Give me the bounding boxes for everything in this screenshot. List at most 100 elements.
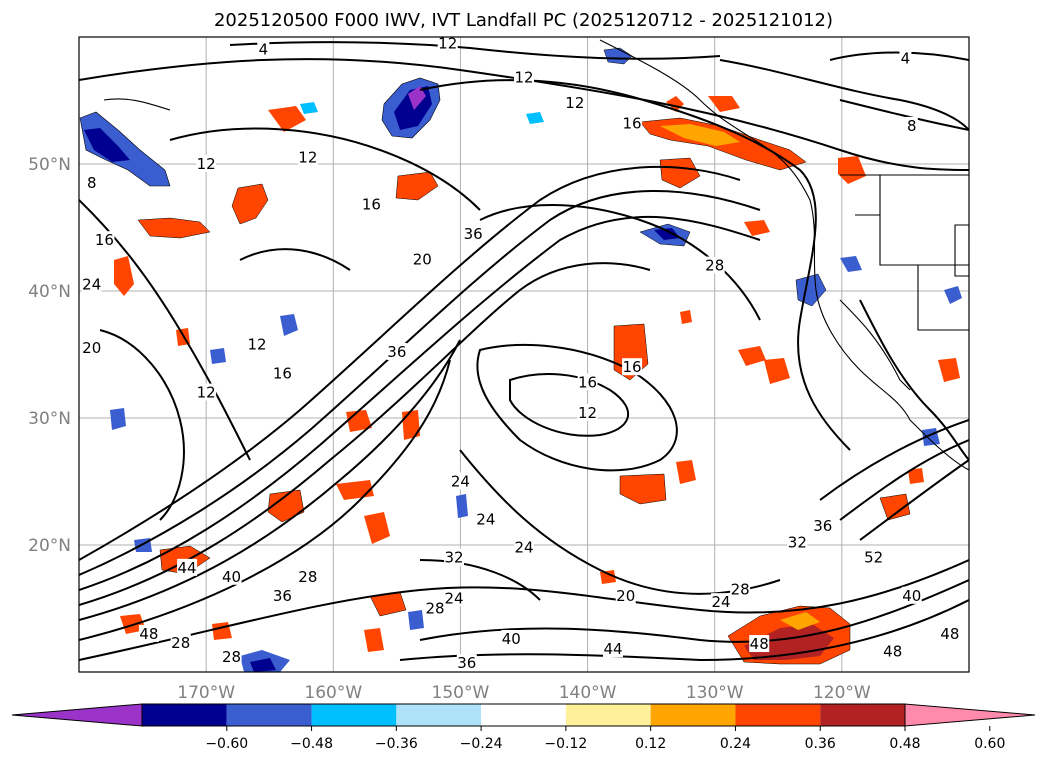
contour-line [839,439,969,521]
contour-label: 16 [622,114,643,132]
contour-label-bg [257,40,270,58]
contour-label-text: 40 [902,587,921,605]
contour-label: 48 [939,624,960,643]
contour-label-text: 36 [273,587,292,605]
coastline [599,39,969,471]
contour-label: 36 [456,654,477,672]
map-frame [78,36,970,673]
colorbar-segment [142,704,227,726]
contour-lines [79,41,969,662]
contour-label-text: 52 [864,549,883,567]
contour-label-text: 40 [502,630,521,648]
contour-label: 32 [444,548,465,567]
colorbar-segment [565,704,651,726]
contour-label-bg [939,624,960,642]
contour-label-bg [425,599,445,617]
coastline [954,224,969,277]
contour-label-bg [138,624,159,642]
contour-label: 24 [450,472,471,491]
contour-label-text: 24 [476,511,495,529]
contour-label-bg [615,586,636,604]
lat-tick-label: 30°N [28,409,71,429]
contour-label-text: 48 [139,625,158,643]
contour-line [239,248,351,271]
contour-label-bg [444,589,465,607]
contour-line [79,165,741,561]
contour-label: 20 [615,586,636,605]
colorbar-tick-label: −0.24 [460,736,503,752]
contour-label: 28 [297,567,318,586]
positive-patch [364,628,384,652]
contour-label-bg [196,383,217,401]
coastline [103,98,171,111]
contour-label: 16 [577,373,598,391]
contour-label-text: 28 [171,634,190,652]
contour-label: 48 [882,642,903,661]
contour-label-text: 16 [623,114,642,132]
contour-line [719,59,969,131]
contour-label-text: 32 [788,533,807,551]
contour-label: 52 [863,548,884,567]
contour-label: 48 [138,624,159,643]
positive-patch [660,124,740,146]
positive-patch [680,310,692,324]
positive-patch [659,157,701,189]
colorbar-segment [311,704,397,726]
contour-label-text: 8 [87,174,97,192]
positive-patch [137,217,211,239]
contour-label-bg [272,586,293,604]
contour-label: 12 [297,148,318,167]
contour-label: 36 [386,342,407,361]
contour-label-text: 28 [222,648,241,666]
negative-patch [840,256,862,272]
colorbar-tick-label: 0.48 [889,736,920,752]
contour-label-bg [622,114,643,132]
contour-label-text: 36 [813,517,832,535]
lon-tick-label: 120°W [813,683,871,703]
colorbar-segment [650,704,736,726]
contour-label-bg [450,472,471,490]
contour-label: 4 [899,49,912,68]
contour-label-text: 16 [362,196,381,214]
contour-label-bg [361,195,382,213]
colorbar-extend-low [11,703,143,727]
contour-line [509,373,630,437]
colorbar-extend-high [904,703,1036,727]
latitude-ticks: 50°N 40°N 30°N 20°N [28,155,71,556]
contour-label: 12 [247,335,267,353]
positive-patch [231,183,269,225]
positive-patch [676,460,696,484]
contour-label-text: 8 [907,117,917,135]
contour-label-bg [437,34,458,52]
contour-line [79,359,451,641]
contour-label: 20 [412,250,433,268]
contour-label-bg [622,358,643,376]
contour-label: 16 [361,195,382,214]
contour-label-bg [463,224,484,242]
contour-label-bg [247,335,267,353]
negative-patch [250,658,276,672]
positive-patch [600,570,616,584]
contour-line [399,599,969,662]
contour-label: 48 [749,635,770,653]
contour-label-bg [787,533,808,551]
positive-patch [838,156,866,184]
contour-label-bg [221,647,242,665]
positive-patch [364,512,390,544]
colorbar-tick-label: 0.36 [805,736,836,752]
contour-label-text: 12 [565,94,584,112]
contour-label: 36 [463,224,484,243]
colorbar-tick-label: −0.36 [375,736,418,752]
contour-label-text: 20 [413,250,432,268]
contour-label-bg [577,373,598,391]
contour-label: 24 [711,593,732,611]
contour-label: 28 [730,580,751,598]
contour-label: 24 [444,589,465,607]
contour-line [169,127,481,211]
contour-label: 4 [257,40,270,59]
colorbar-tick-label: −0.48 [290,736,333,752]
contour-label-text: 12 [197,384,216,402]
positive-patch [744,220,770,236]
contour-label: 16 [272,364,293,383]
